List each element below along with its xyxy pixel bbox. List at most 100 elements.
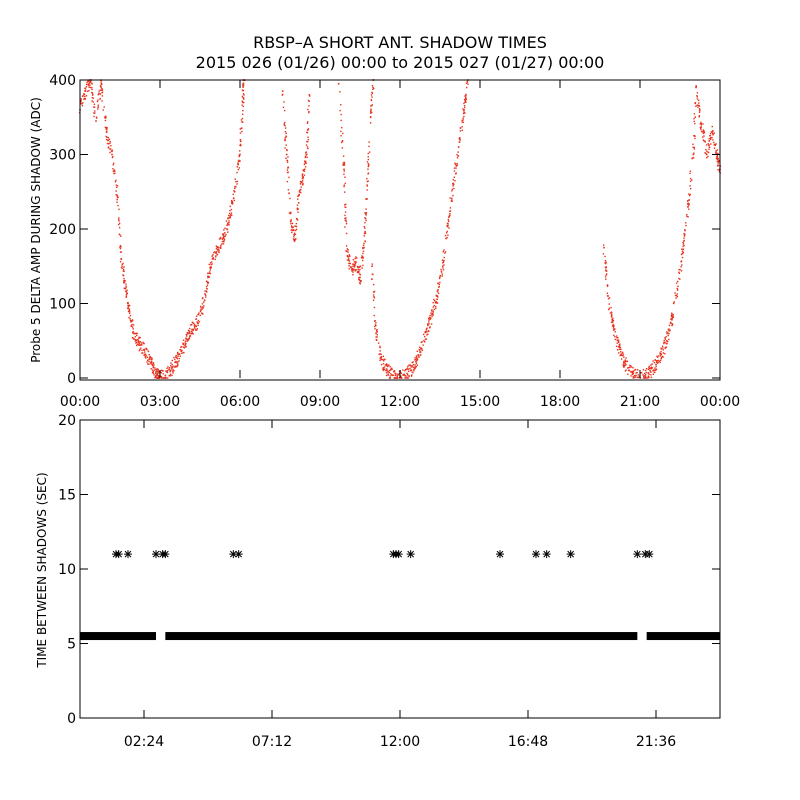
amp-point: [118, 222, 121, 225]
amp-point: [380, 356, 383, 359]
amp-point: [644, 374, 646, 377]
amp-point: [429, 326, 431, 328]
amp-point: [155, 369, 157, 371]
amp-point: [623, 356, 625, 358]
amp-point: [622, 363, 625, 365]
amp-point: [465, 98, 467, 100]
amp-point: [648, 365, 651, 368]
amp-point: [392, 374, 395, 376]
amp-point: [435, 307, 437, 310]
amp-point: [664, 347, 666, 349]
amp-point: [307, 108, 309, 111]
amp-point: [228, 220, 230, 222]
amp-point: [341, 126, 343, 129]
amp-point: [371, 91, 373, 94]
amp-point: [659, 355, 662, 357]
amp-point: [709, 135, 711, 137]
amp-point: [212, 254, 214, 256]
amp-point: [132, 331, 135, 333]
amp-point: [237, 160, 240, 162]
amp-point: [223, 240, 225, 243]
amp-point: [610, 306, 612, 309]
amp-point: [337, 82, 340, 85]
amp-point: [464, 99, 467, 102]
amp-point: [308, 111, 310, 114]
amp-point: [452, 185, 454, 187]
amp-point: [702, 129, 705, 131]
amp-point: [358, 270, 360, 272]
amp-point: [420, 341, 423, 344]
amp-point: [364, 218, 367, 220]
amp-point: [455, 167, 457, 169]
amp-point: [90, 80, 92, 83]
amp-point: [287, 171, 289, 174]
amp-point: [683, 233, 686, 236]
amp-point: [393, 370, 395, 373]
amp-point: [683, 240, 685, 243]
amp-point: [352, 263, 354, 265]
amp-point: [281, 94, 284, 96]
amp-point: [633, 376, 635, 379]
amp-point: [671, 313, 673, 315]
amp-point: [657, 355, 660, 357]
amp-point: [667, 334, 669, 337]
amp-point: [221, 233, 224, 235]
amp-point: [120, 267, 123, 269]
amp-point: [189, 335, 192, 337]
amp-point: [659, 352, 661, 354]
amp-point: [297, 211, 299, 213]
amp-point: [195, 315, 198, 317]
amp-point: [231, 202, 233, 204]
amp-point: [191, 328, 193, 331]
amp-point: [618, 340, 620, 343]
amp-point: [677, 285, 679, 288]
amp-point: [121, 263, 123, 266]
amp-point: [379, 345, 381, 348]
amp-point: [115, 190, 117, 192]
amp-point: [616, 342, 618, 344]
amp-point: [351, 269, 353, 271]
amp-point: [373, 295, 375, 298]
amp-point: [235, 185, 237, 188]
amp-point: [375, 324, 377, 327]
amp-point: [96, 100, 99, 103]
amp-point: [408, 364, 410, 366]
amp-point: [361, 255, 363, 257]
amp-point: [140, 344, 143, 346]
amp-point: [230, 212, 233, 214]
amp-point: [716, 154, 719, 157]
amp-point: [366, 198, 368, 200]
amp-point: [306, 131, 308, 134]
amp-point: [238, 150, 241, 152]
amp-point: [681, 256, 684, 259]
top-y-tick-label: 300: [49, 148, 76, 164]
amp-point: [142, 341, 144, 344]
amp-point: [700, 128, 702, 130]
amp-point: [715, 157, 718, 160]
amp-point: [602, 253, 605, 255]
amp-point: [402, 369, 404, 371]
amp-point: [703, 135, 705, 137]
amp-point: [295, 225, 298, 228]
amp-point: [704, 140, 706, 142]
amp-point: [611, 325, 614, 327]
amp-point: [192, 322, 195, 325]
amp-point: [228, 217, 231, 219]
amp-point: [433, 298, 435, 301]
amp-point: [289, 197, 291, 200]
amp-point: [716, 149, 719, 151]
amp-point: [461, 126, 463, 128]
amp-point: [449, 210, 452, 212]
amp-point: [85, 86, 88, 88]
bottom-baseline-marks: [80, 632, 720, 641]
amp-point: [709, 138, 712, 140]
amp-point: [201, 297, 204, 300]
amp-point: [615, 335, 618, 337]
amp-point: [151, 357, 153, 359]
amp-point: [353, 261, 356, 263]
amp-point: [606, 285, 609, 288]
amp-point: [442, 269, 445, 271]
amp-point: [116, 201, 118, 203]
bottom-x-tick-label: 07:12: [252, 734, 292, 750]
amp-point: [715, 152, 718, 154]
